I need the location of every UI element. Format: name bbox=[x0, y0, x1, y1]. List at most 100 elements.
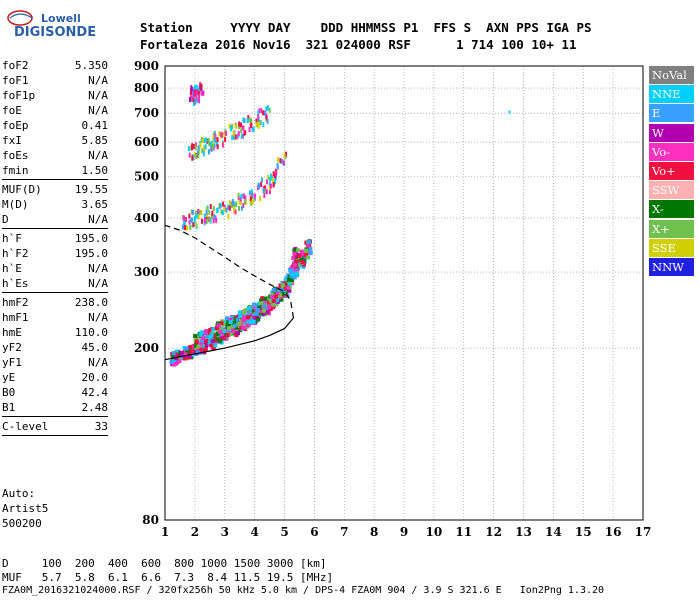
parameter-row: hmE 110.0 bbox=[2, 325, 108, 340]
echo-point bbox=[240, 194, 243, 200]
echo-point bbox=[176, 356, 181, 361]
parameter-name: B0 bbox=[2, 386, 16, 399]
echo-point bbox=[186, 225, 189, 231]
echo-point bbox=[192, 222, 195, 228]
echo-point bbox=[191, 155, 194, 161]
echo-point bbox=[238, 314, 243, 319]
echo-point bbox=[193, 334, 198, 339]
echo-point bbox=[285, 285, 290, 290]
echo-point bbox=[197, 214, 200, 220]
x-tick-label: 8 bbox=[370, 525, 378, 539]
echo-point bbox=[241, 318, 246, 323]
echo-point bbox=[299, 257, 304, 262]
echo-point bbox=[242, 125, 245, 131]
parameter-value: 195.0 bbox=[74, 247, 108, 260]
parameter-name: foF1p bbox=[2, 89, 36, 102]
parameter-value: 19.55 bbox=[74, 183, 108, 196]
echo-point bbox=[274, 294, 279, 299]
parameter-name: yF2 bbox=[2, 341, 22, 354]
echo-point bbox=[267, 304, 272, 309]
echo-point bbox=[240, 128, 243, 134]
echo-point bbox=[249, 196, 252, 202]
echo-point bbox=[263, 192, 266, 198]
globe-icon bbox=[7, 10, 33, 26]
echo-point bbox=[237, 310, 242, 315]
echo-point bbox=[241, 310, 246, 315]
echo-point bbox=[272, 171, 275, 177]
echo-point bbox=[237, 192, 240, 198]
x-tick-label: 3 bbox=[221, 525, 229, 539]
legend-item: NNE bbox=[649, 85, 694, 104]
parameter-row: hmF1 N/A bbox=[2, 310, 108, 325]
echo-point bbox=[272, 182, 275, 188]
y-tick-label: 700 bbox=[134, 106, 159, 120]
echo-point bbox=[194, 144, 197, 150]
echo-point bbox=[169, 360, 174, 365]
echo-point bbox=[271, 177, 274, 183]
echo-point bbox=[231, 134, 234, 140]
parameter-value: 0.41 bbox=[81, 119, 109, 132]
echo-point bbox=[239, 122, 242, 128]
echo-point bbox=[198, 209, 201, 215]
lowell-digisonde-logo: Lowell DIGISONDE bbox=[6, 8, 126, 56]
echo-point bbox=[199, 84, 202, 90]
parameter-name: foE bbox=[2, 104, 22, 117]
echo-point bbox=[216, 137, 219, 143]
echo-point bbox=[212, 333, 217, 338]
parameter-value: N/A bbox=[88, 311, 108, 324]
y-tick-label: 900 bbox=[134, 59, 159, 73]
echo-point bbox=[216, 323, 221, 328]
parameter-row: M(D) 3.65 bbox=[2, 197, 108, 212]
echo-point bbox=[238, 123, 241, 129]
parameter-value: 33 bbox=[94, 420, 108, 433]
echo-point bbox=[216, 144, 219, 150]
echo-point bbox=[243, 320, 248, 325]
echo-point bbox=[171, 351, 176, 356]
parameter-name: MUF(D) bbox=[2, 183, 42, 196]
echo-point bbox=[262, 121, 265, 127]
parameter-value: N/A bbox=[88, 149, 108, 162]
echo-point bbox=[216, 208, 219, 214]
echo-point bbox=[208, 216, 211, 222]
echo-point bbox=[235, 201, 238, 207]
echo-point bbox=[307, 240, 312, 245]
echo-point bbox=[221, 210, 224, 216]
echo-point bbox=[213, 137, 216, 143]
parameter-value: N/A bbox=[88, 213, 108, 226]
legend-item: NNW bbox=[649, 257, 694, 276]
echo-point bbox=[246, 315, 251, 320]
echo-point bbox=[225, 333, 230, 338]
echo-point bbox=[232, 328, 237, 333]
parameter-name: foF2 bbox=[2, 59, 29, 72]
legend-item: X- bbox=[649, 200, 694, 219]
echo-point bbox=[212, 218, 215, 224]
echo-point bbox=[195, 95, 198, 101]
echo-point bbox=[183, 225, 186, 231]
echo-point bbox=[271, 298, 276, 303]
echo-point bbox=[172, 358, 177, 363]
echo-point bbox=[214, 137, 217, 143]
echo-point bbox=[219, 321, 224, 326]
echo-point bbox=[249, 190, 252, 196]
echo-point bbox=[275, 291, 280, 296]
echo-point bbox=[246, 310, 251, 315]
echo-point bbox=[192, 345, 197, 350]
echo-point bbox=[190, 217, 193, 223]
echo-point bbox=[265, 106, 268, 112]
parameter-value: N/A bbox=[88, 89, 108, 102]
echo-point bbox=[200, 210, 203, 216]
separator bbox=[2, 179, 108, 180]
parameter-name: yF1 bbox=[2, 356, 22, 369]
echo-point bbox=[277, 288, 282, 293]
echo-point bbox=[262, 308, 267, 313]
parameter-row: foEs N/A bbox=[2, 148, 108, 163]
echo-point bbox=[187, 146, 190, 152]
echo-point bbox=[257, 185, 260, 191]
parameter-row: foEp 0.41 bbox=[2, 118, 108, 133]
echo-point bbox=[260, 108, 263, 114]
separator bbox=[2, 228, 108, 229]
echo-point bbox=[254, 304, 259, 309]
echo-point bbox=[219, 203, 222, 209]
echo-point bbox=[198, 342, 203, 347]
legend-item: Vo+ bbox=[649, 161, 694, 180]
